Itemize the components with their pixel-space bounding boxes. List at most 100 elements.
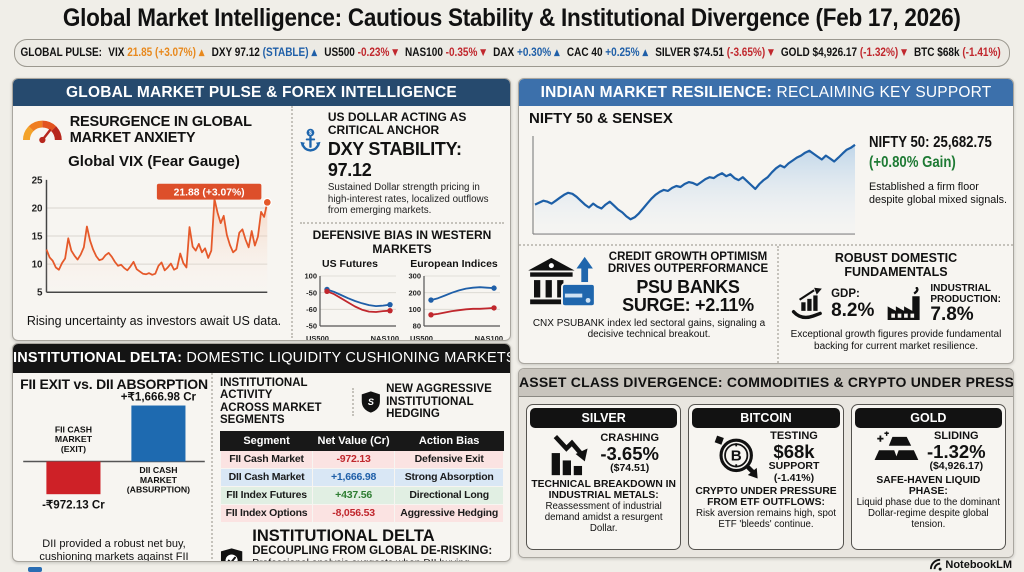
svg-text:MARKET: MARKET — [55, 434, 93, 444]
shield-check-icon — [220, 548, 243, 561]
dollar-heading: US DOLLAR ACTING AS CRITICAL ANCHOR — [327, 110, 467, 138]
credit-note: CNX PSUBANK index led sectoral gains, si… — [532, 317, 766, 341]
svg-text:-50: -50 — [306, 322, 317, 331]
svg-text:B: B — [730, 447, 741, 464]
defensive-heading: DEFENSIVE BIAS IN WESTERN MARKETS — [312, 228, 492, 257]
decorative-mark — [28, 567, 42, 572]
european-indices-chart: 300 200 100 80 US500 NAS100 — [408, 272, 503, 341]
page-title: Global Market Intelligence: Cautious Sta… — [63, 4, 961, 32]
gauge-icon — [23, 120, 62, 144]
metric-keyword: TESTING — [770, 430, 818, 442]
brand-label: NotebookLM — [945, 558, 1012, 571]
card-bitcoin-title: BITCOIN — [692, 408, 840, 428]
metric-keyword: SLIDING — [934, 430, 979, 443]
divider — [352, 387, 355, 416]
card-bitcoin: BITCOIN B TESTING $68k — [688, 404, 844, 550]
delta-subtitle: DECOUPLING FROM GLOBAL DE-RISKING: — [252, 545, 493, 558]
ticker-item: DAX +0.30% ▲ — [492, 47, 560, 59]
metric-sub: SUPPORT — [768, 460, 820, 473]
svg-text:US500: US500 — [306, 334, 329, 341]
us-futures-chart: 100 -50 -60 -50 US500 NAS100 — [304, 272, 399, 341]
fundamentals-heading: ROBUST DOMESTIC FUNDAMENTALS — [834, 251, 958, 279]
brand-mark: NotebookLM — [929, 558, 1012, 571]
card-text: Reassessment of industrial demand amidst… — [544, 501, 663, 534]
ticker-item: NAS100 -0.35% ▼ — [404, 47, 486, 59]
table-cell: -972.13 — [312, 449, 396, 469]
table-cell: DII Cash Market — [219, 467, 314, 487]
gdp-value: 8.2% — [831, 299, 875, 321]
svg-text:300: 300 — [408, 272, 421, 281]
vix-line-chart: 25 20 15 10 5 21.88 (+3.07%) — [32, 175, 272, 299]
panel-global-market-pulse: GLOBAL MARKET PULSE & FOREX INTELLIGENCE… — [12, 78, 511, 341]
svg-text:80: 80 — [413, 322, 421, 331]
svg-text:-₹972.13 Cr: -₹972.13 Cr — [42, 500, 105, 512]
svg-text:NAS100: NAS100 — [371, 334, 399, 341]
factory-icon — [888, 286, 920, 320]
shield-s-icon: S — [362, 391, 381, 413]
bank-credit-icon — [528, 256, 596, 307]
activity-heading: INSTITUTIONAL ACTIVITY ACROSS MARKET SEGM… — [220, 377, 322, 427]
metric-sub: ($74.51) — [610, 462, 650, 475]
svg-text:5: 5 — [37, 288, 43, 299]
nifty-value: NIFTY 50: 25,682.75 — [869, 134, 992, 151]
metric-value: -3.65% — [600, 442, 659, 464]
svg-text:-60: -60 — [306, 305, 317, 314]
metric-value: $68k — [773, 440, 815, 462]
table-row: FII Index Futures +437.56 Directional Long — [219, 485, 505, 505]
ticker-item: SILVER $74.51 (-3.65%) ▼ — [654, 47, 774, 59]
us-futures-title: US Futures — [321, 258, 378, 271]
svg-text:FII CASH: FII CASH — [55, 425, 92, 435]
col-action-bias: Action Bias — [394, 430, 505, 451]
ticker-item: CAC 40 +0.25% ▲ — [566, 47, 648, 59]
card-text: Liquid phase due to the dominant Dollar-… — [856, 497, 1000, 530]
nifty-chart-label: NIFTY 50 & SENSEX — [529, 110, 673, 127]
divider — [300, 222, 504, 225]
market-ticker-bar: GLOBAL PULSE: VIX 21.85 (+3.07%) ▲ DXY 97… — [14, 39, 1010, 67]
table-cell: Aggressive Hedging — [394, 503, 505, 523]
table-cell: Directional Long — [394, 485, 505, 505]
fundamentals-note: Exceptional growth figures provide funda… — [790, 329, 1002, 352]
delta-title: INSTITUTIONAL DELTA — [252, 526, 435, 545]
panel-asset-divergence: ASSET CLASS DIVERGENCE: COMMODITIES & CR… — [518, 368, 1014, 558]
card-heading: TECHNICAL BREAKDOWN IN INDUSTRIAL METALS… — [531, 479, 676, 502]
panel-institutional-header: INSTITUTIONAL DELTA: DOMESTIC LIQUIDITY … — [13, 344, 510, 373]
psu-stat: PSU BANKS SURGE: +2.11% — [622, 276, 754, 316]
panel-institutional-delta: INSTITUTIONAL DELTA: DOMESTIC LIQUIDITY … — [12, 343, 511, 562]
declining-bars-icon — [552, 434, 588, 476]
panel-india-header: INDIAN MARKET RESILIENCE: RECLAIMING KEY… — [519, 79, 1013, 106]
svg-text:100: 100 — [304, 272, 317, 281]
svg-text:10: 10 — [32, 260, 43, 271]
panel-assets-header: ASSET CLASS DIVERGENCE: COMMODITIES & CR… — [519, 369, 1013, 397]
table-cell: FII Index Futures — [219, 485, 314, 505]
fii-dii-caption: DII provided a robust net buy, cushionin… — [39, 538, 189, 562]
svg-text:US500: US500 — [410, 334, 433, 341]
industrial-label: INDUSTRIAL PRODUCTION: — [930, 283, 1001, 305]
table-cell: Strong Absorption — [394, 467, 505, 487]
dxy-stat: DXY STABILITY: 97.12 — [327, 139, 462, 181]
hedging-heading: NEW AGGRESSIVE INSTITUTIONAL HEDGING — [386, 383, 492, 421]
bitcoin-down-icon: B — [714, 435, 758, 479]
ticker-item: VIX 21.85 (+3.07%) ▲ — [107, 47, 205, 59]
nifty-gain: (+0.80% Gain) — [869, 154, 956, 171]
notebooklm-icon — [930, 558, 943, 571]
growth-hand-icon — [791, 287, 822, 320]
anxiety-heading: RESURGENCE IN GLOBAL MARKET ANXIETY — [69, 114, 252, 146]
svg-text:200: 200 — [408, 288, 421, 297]
svg-text:20: 20 — [32, 203, 43, 214]
table-cell: +437.56 — [312, 485, 396, 505]
svg-text:100: 100 — [408, 305, 421, 314]
col-segment: Segment — [219, 430, 314, 451]
table-row: FII Index Options -8,056.53 Aggressive Hed… — [219, 503, 505, 523]
card-silver-title: SILVER — [530, 408, 678, 428]
panel-global-header: GLOBAL MARKET PULSE & FOREX INTELLIGENCE — [13, 79, 510, 106]
table-row: DII Cash Market +1,666.98 Strong Absorptio… — [219, 467, 505, 487]
european-indices-title: European Indices — [410, 258, 498, 271]
svg-text:-50: -50 — [306, 288, 317, 297]
card-heading: SAFE-HAVEN LIQUID PHASE: — [876, 475, 981, 498]
gold-bars-icon — [874, 431, 919, 461]
card-silver: SILVER CRASHING -3.65% ($74.51) — [526, 404, 682, 550]
segments-table: Segment Net Value (Cr) Action Bias FII C… — [219, 430, 505, 523]
industrial-value: 7.8% — [930, 304, 974, 325]
nifty-area-chart — [532, 136, 856, 235]
